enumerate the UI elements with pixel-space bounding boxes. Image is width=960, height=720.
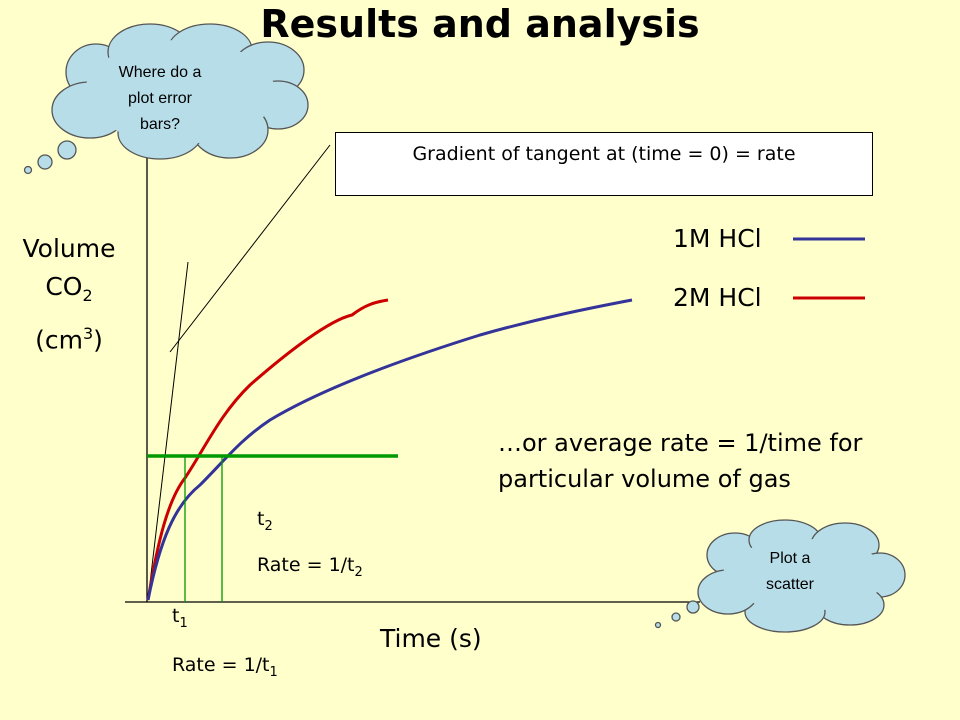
note-line1: …or average rate = 1/time for bbox=[498, 429, 863, 457]
bubble-top-line3: bars? bbox=[139, 116, 181, 133]
page-title: Results and analysis bbox=[260, 2, 700, 46]
curve-1m-hcl bbox=[146, 298, 633, 601]
y-axis-label: Volume CO2 (cm3) bbox=[4, 230, 134, 359]
bubble-top-text: Where do a plot error bars? bbox=[95, 60, 225, 138]
legend-label-1m: 1M HCl bbox=[673, 224, 762, 253]
legend-label-2m: 2M HCl bbox=[673, 283, 762, 312]
curve-2m-hcl bbox=[146, 298, 389, 601]
box-pointer-line bbox=[169, 144, 331, 353]
bubble-bottom-text: Plot a scatter bbox=[740, 546, 840, 598]
t2-label: t2 bbox=[257, 508, 273, 534]
y-label-unit: (cm3) bbox=[35, 324, 103, 355]
note-line2: particular volume of gas bbox=[498, 465, 791, 493]
t1-label: t1 bbox=[172, 605, 188, 631]
bubble-bottom-line2: scatter bbox=[765, 576, 814, 593]
bubble-top-line1: Where do a bbox=[118, 64, 202, 81]
gradient-box: Gradient of tangent at (time = 0) = rate bbox=[335, 132, 873, 196]
bubble-top-line2: plot error bbox=[127, 90, 193, 107]
average-rate-note: …or average rate = 1/time for particular… bbox=[498, 425, 862, 497]
x-axis-label: Time (s) bbox=[380, 624, 482, 653]
tangent-line bbox=[147, 261, 189, 601]
y-label-co2: CO2 bbox=[45, 272, 93, 305]
thought-cloud-top bbox=[23, 23, 309, 175]
bubble-bottom-line1: Plot a bbox=[769, 550, 811, 567]
y-label-main: Volume bbox=[22, 234, 116, 263]
t2-rate-label: Rate = 1/t2 bbox=[257, 554, 363, 580]
thought-cloud-bottom bbox=[654, 519, 906, 633]
t1-rate-label: Rate = 1/t1 bbox=[172, 654, 278, 680]
